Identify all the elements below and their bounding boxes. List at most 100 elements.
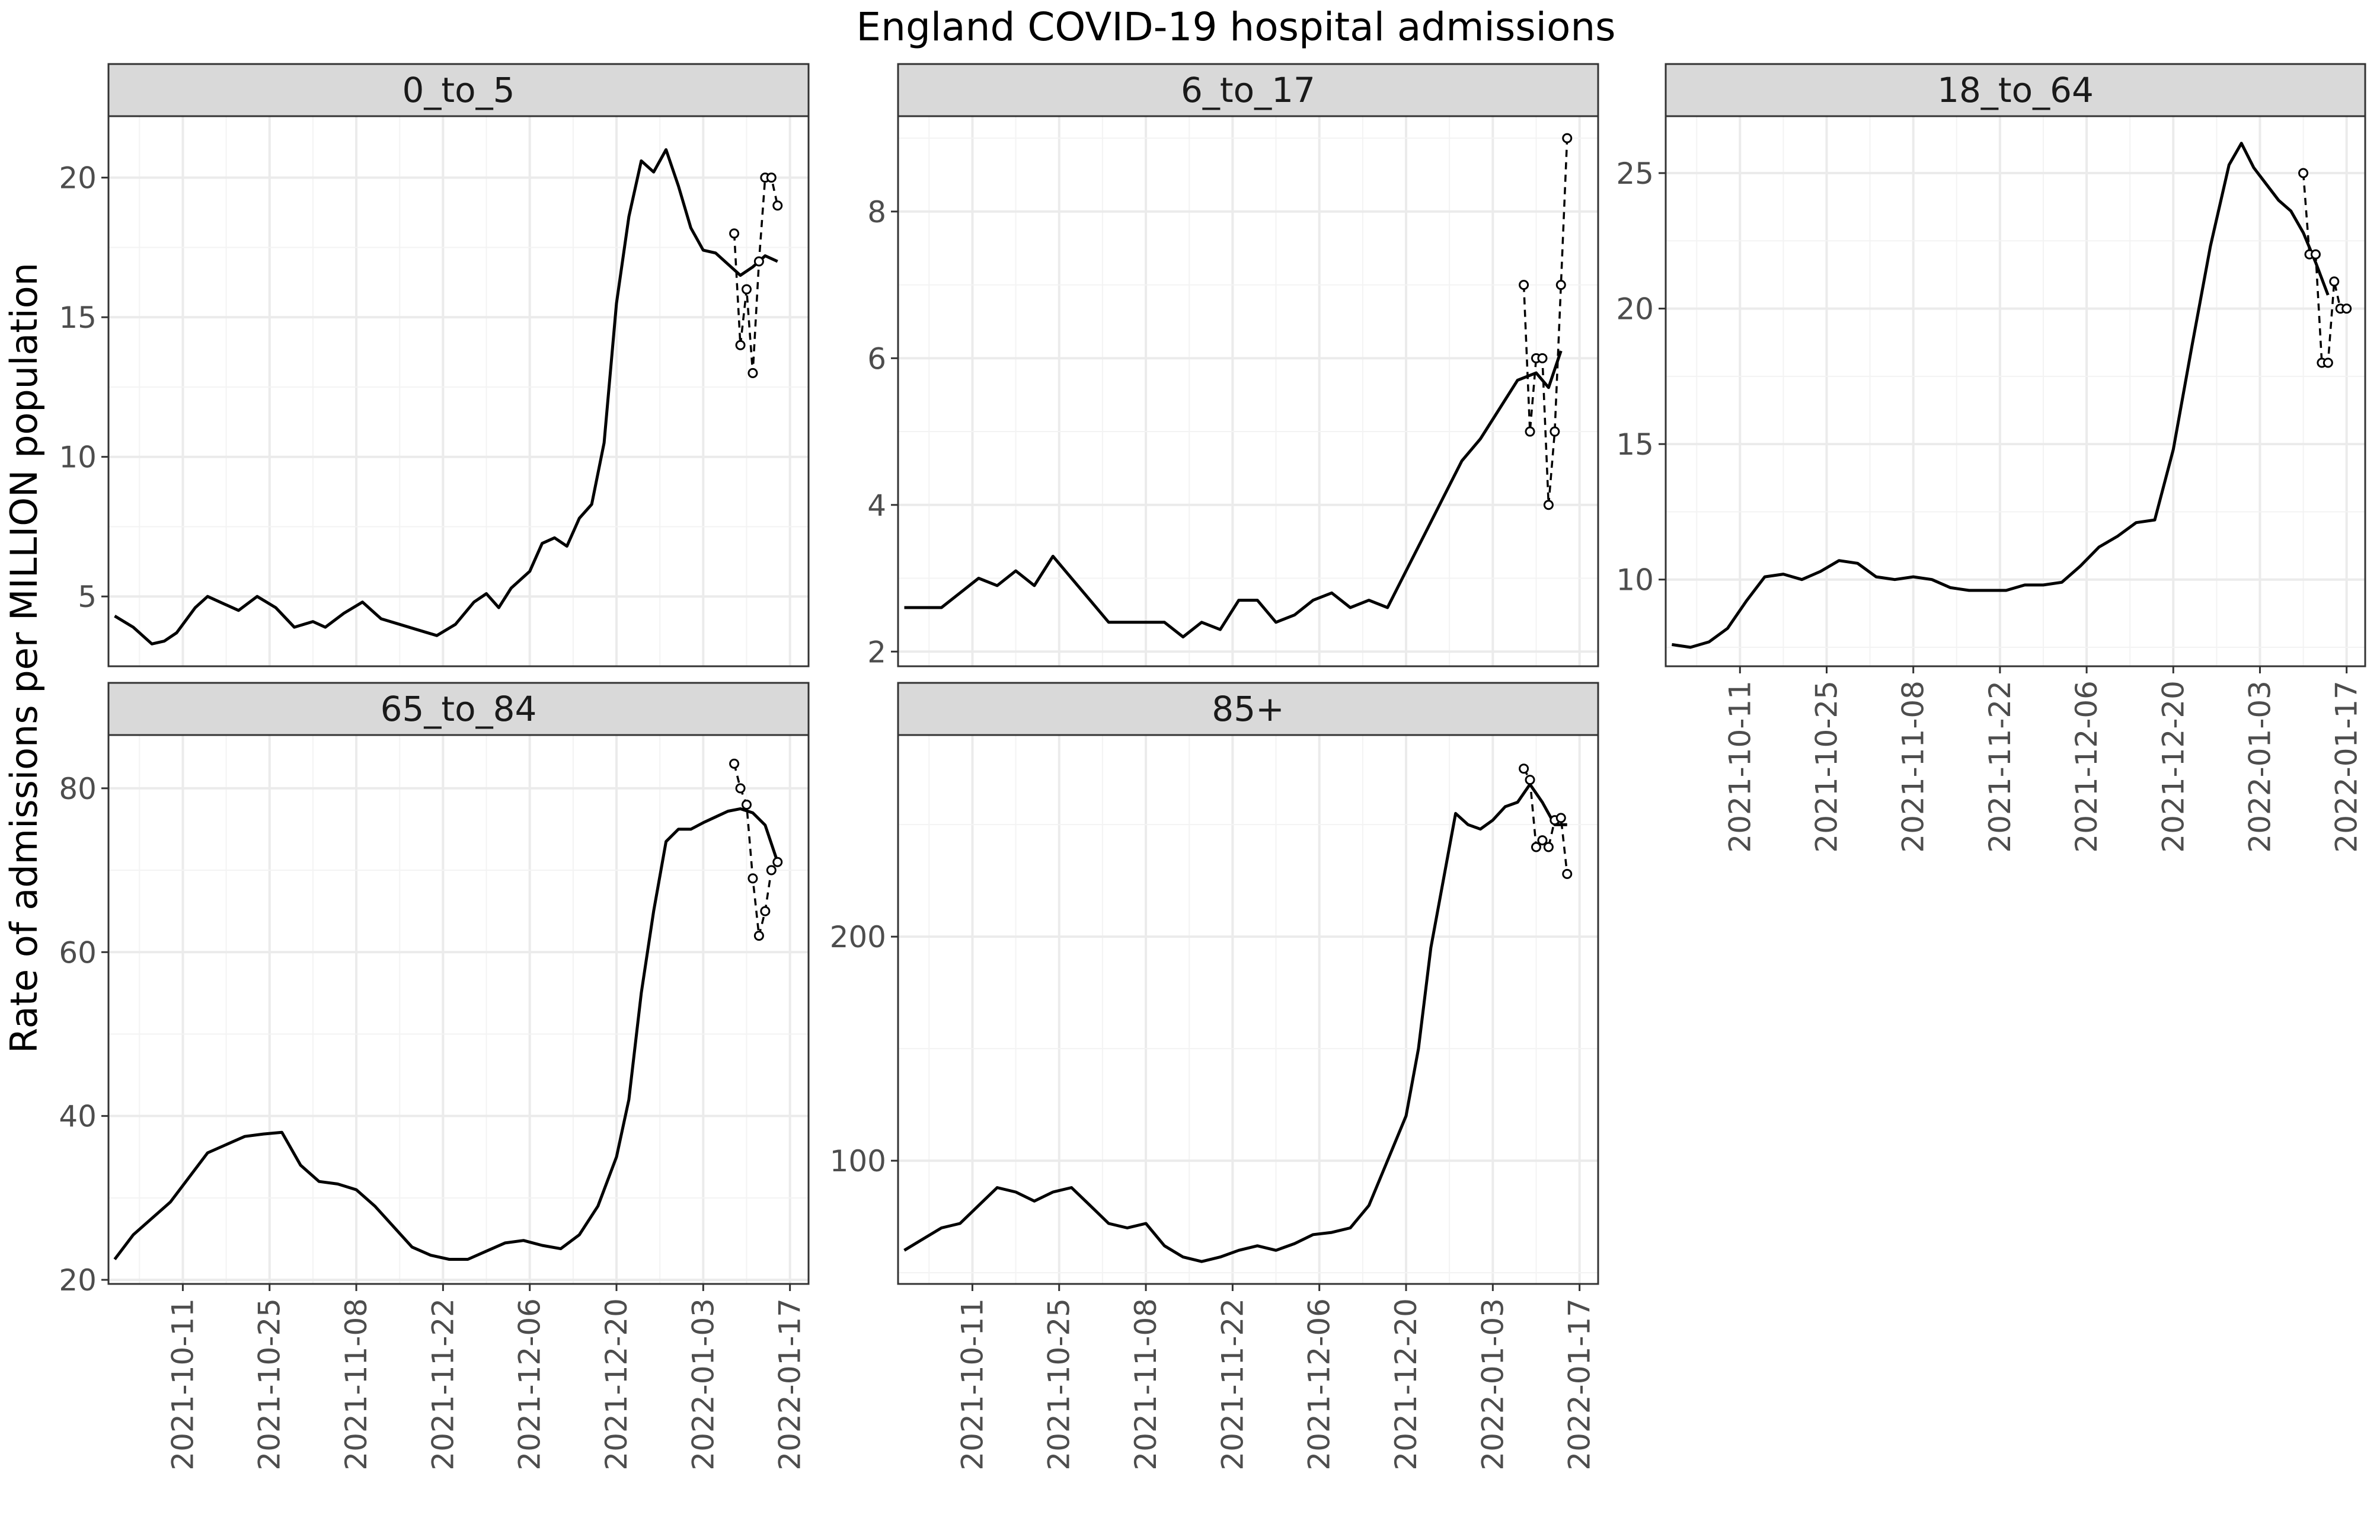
panel-grid bbox=[108, 735, 809, 1284]
x-tick-label: 2021-10-11 bbox=[955, 1298, 989, 1471]
facet-strip-label: 18_to_64 bbox=[1937, 70, 2094, 110]
data-point bbox=[729, 758, 740, 769]
facet-strip bbox=[1665, 63, 2366, 117]
data-point bbox=[2323, 357, 2333, 368]
panel-grid bbox=[108, 116, 809, 666]
data-point bbox=[1543, 842, 1554, 852]
x-tick-label: 2021-12-20 bbox=[2156, 680, 2190, 853]
y-tick-label: 40 bbox=[59, 1100, 97, 1134]
y-tick-label: 5 bbox=[78, 580, 97, 614]
data-point bbox=[741, 799, 752, 810]
data-point bbox=[747, 873, 758, 884]
data-point bbox=[766, 865, 777, 876]
data-point bbox=[2341, 303, 2352, 314]
panel-grid bbox=[898, 735, 1598, 1284]
x-tick-label: 2021-11-22 bbox=[1983, 680, 2017, 853]
data-point bbox=[1543, 500, 1554, 510]
y-tick-label: 4 bbox=[867, 488, 886, 523]
panel-frame bbox=[1665, 115, 2366, 667]
y-tick-label: 20 bbox=[59, 161, 97, 196]
y-tick-label: 8 bbox=[867, 195, 886, 229]
panel-grid bbox=[1666, 116, 2365, 666]
y-tick-label: 15 bbox=[59, 301, 97, 335]
facet-strip bbox=[897, 682, 1599, 736]
y-tick-label: 15 bbox=[1616, 427, 1654, 462]
x-tick-label: 2021-10-25 bbox=[253, 1298, 287, 1471]
x-tick-label: 2021-11-22 bbox=[426, 1298, 460, 1471]
data-point bbox=[735, 340, 746, 350]
data-point bbox=[1562, 868, 1573, 879]
panel-0_to_5: 0_to_5 5 10 15 20 bbox=[59, 63, 810, 667]
x-tick-label: 2021-12-06 bbox=[2069, 680, 2104, 853]
data-point bbox=[741, 284, 752, 295]
panel-6_to_17: 6_to_17 2 4 6 8 bbox=[867, 63, 1599, 669]
facet-strip bbox=[107, 682, 810, 736]
y-tick-label: 10 bbox=[59, 440, 97, 475]
panel-65_to_84: 65_to_84 20 40 60 80 2021-10-11 2021-10-25 2021… bbox=[59, 682, 810, 1471]
y-tick-label: 2 bbox=[867, 635, 886, 669]
x-tick-label: 2021-10-25 bbox=[1042, 1298, 1076, 1471]
x-tick-label: 2022-01-03 bbox=[2242, 680, 2277, 853]
facet-strip-label: 0_to_5 bbox=[402, 70, 515, 110]
y-tick-label: 60 bbox=[59, 935, 97, 970]
series-line-daily bbox=[1522, 138, 1568, 505]
data-point bbox=[1519, 280, 1529, 290]
data-point bbox=[2310, 249, 2321, 260]
data-point bbox=[1555, 813, 1566, 823]
panel-85plus: 85+ 100 200 2021-10-11 2021-10-25 2021-11-08 2… bbox=[830, 682, 1599, 1471]
data-point bbox=[735, 783, 746, 794]
data-point bbox=[1537, 353, 1548, 363]
x-tick-label: 2021-10-25 bbox=[1810, 680, 1844, 853]
series-line-smoothed bbox=[904, 350, 1563, 638]
panel-frame bbox=[897, 115, 1599, 667]
y-tick-label: 100 bbox=[830, 1144, 886, 1178]
data-point bbox=[1525, 775, 1535, 785]
series-line-smoothed bbox=[113, 807, 780, 1261]
x-tick-label: 2021-11-08 bbox=[1896, 680, 1931, 853]
series-line-smoothed bbox=[114, 148, 778, 646]
x-tick-label: 2021-12-20 bbox=[599, 1298, 634, 1471]
x-tick-label: 2021-11-08 bbox=[339, 1298, 373, 1471]
x-tick-label: 2022-01-17 bbox=[2330, 680, 2364, 853]
x-tick-label: 2021-12-06 bbox=[513, 1298, 547, 1471]
data-point bbox=[2298, 168, 2309, 178]
data-point bbox=[1555, 280, 1566, 290]
facet-strip-label: 6_to_17 bbox=[1181, 70, 1315, 110]
data-point bbox=[753, 256, 764, 267]
y-tick-label: 80 bbox=[59, 772, 97, 806]
data-point bbox=[760, 906, 771, 916]
x-tick-label: 2022-01-03 bbox=[1475, 1298, 1510, 1471]
x-tick-label: 2021-10-11 bbox=[165, 1298, 200, 1471]
panel-grid bbox=[898, 116, 1598, 666]
chart-title: England COVID-19 hospital admissions bbox=[856, 4, 1615, 50]
data-point bbox=[1550, 426, 1560, 437]
facet-strip bbox=[897, 63, 1599, 117]
panel-18_to_64: 18_to_64 10 15 20 25 2021-10-11 2021-10-25 2021… bbox=[1616, 63, 2366, 853]
data-point bbox=[1562, 133, 1573, 143]
data-point bbox=[1525, 426, 1535, 437]
series-line-smoothed bbox=[1672, 142, 2330, 649]
x-tick-label: 2022-01-03 bbox=[686, 1298, 720, 1471]
x-tick-label: 2021-12-20 bbox=[1389, 1298, 1423, 1471]
facet-strip bbox=[107, 63, 810, 117]
y-tick-label: 200 bbox=[830, 920, 886, 954]
data-point bbox=[772, 200, 783, 211]
data-point bbox=[747, 368, 758, 378]
y-tick-label: 10 bbox=[1616, 563, 1654, 598]
data-point bbox=[753, 931, 764, 941]
x-tick-label: 2022-01-17 bbox=[773, 1298, 807, 1471]
panel-frame bbox=[107, 115, 810, 667]
x-tick-label: 2021-11-22 bbox=[1215, 1298, 1250, 1471]
y-axis-label: Rate of admissions per MILLION populatio… bbox=[2, 263, 46, 1053]
panel-frame bbox=[107, 734, 810, 1285]
data-point bbox=[2329, 276, 2340, 287]
x-tick-label: 2021-10-11 bbox=[1723, 680, 1757, 853]
data-point bbox=[1537, 835, 1548, 846]
data-point bbox=[766, 172, 777, 183]
facet-strip-label: 65_to_84 bbox=[381, 689, 537, 729]
data-point bbox=[772, 857, 783, 867]
data-point bbox=[1519, 763, 1529, 774]
data-point bbox=[729, 228, 740, 239]
series-line-daily bbox=[2302, 172, 2347, 364]
